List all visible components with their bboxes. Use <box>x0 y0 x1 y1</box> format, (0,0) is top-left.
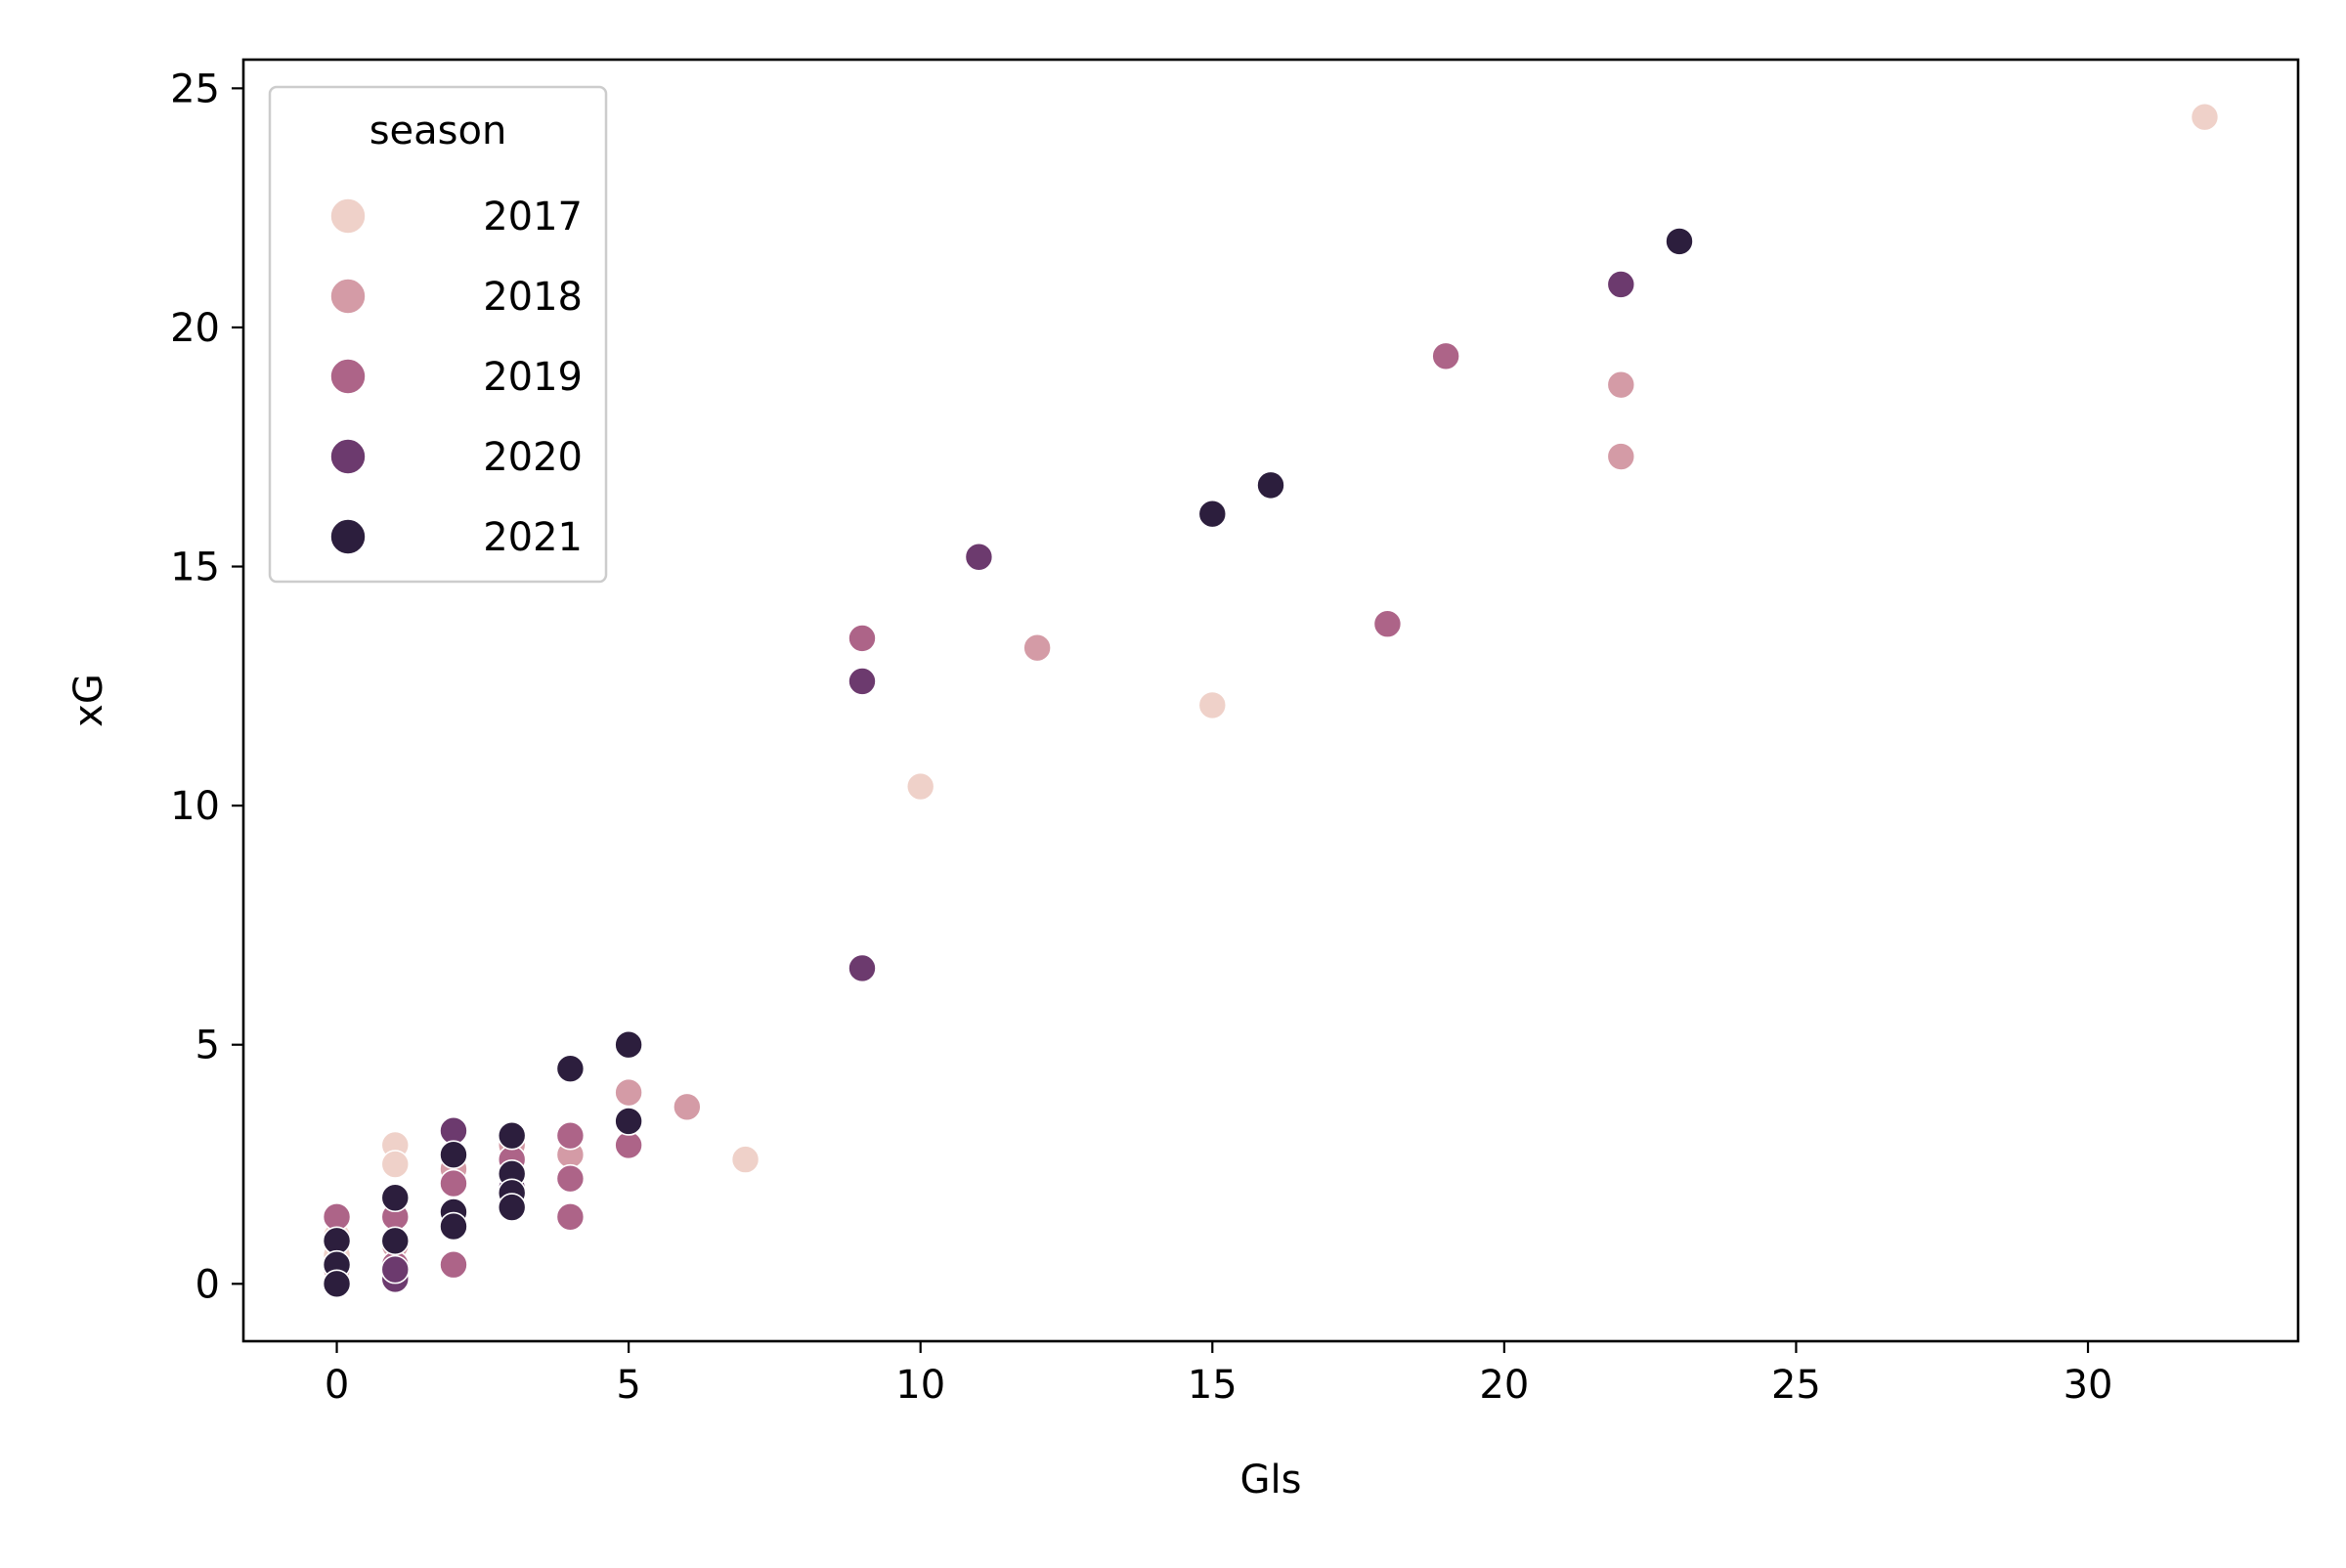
data-point-2019 <box>847 624 877 653</box>
x-tick-label: 10 <box>895 1363 945 1408</box>
data-point-2021 <box>497 1193 527 1222</box>
legend-label-2018: 2018 <box>483 275 583 320</box>
data-point-2019 <box>1431 341 1460 371</box>
legend: season 2017 2018 2019 2020 2021 <box>268 85 608 584</box>
data-point-2020 <box>380 1254 411 1285</box>
data-point-2021 <box>439 1211 468 1241</box>
data-point-2020 <box>847 953 877 983</box>
data-point-2018 <box>614 1077 643 1108</box>
data-point-2018 <box>1606 442 1636 471</box>
legend-marker-2020 <box>329 438 367 475</box>
data-point-2019 <box>439 1168 468 1198</box>
y-tick-label: 25 <box>170 66 220 111</box>
data-point-2021 <box>1256 470 1285 501</box>
data-point-2021 <box>439 1140 468 1170</box>
x-tick-label: 5 <box>616 1363 640 1408</box>
y-tick-label: 0 <box>196 1262 220 1307</box>
y-tick-label: 20 <box>170 306 220 351</box>
legend-marker-2018 <box>329 278 367 315</box>
data-point-2018 <box>673 1092 702 1122</box>
data-point-2021 <box>555 1054 586 1083</box>
legend-marker-2021 <box>329 518 367 555</box>
legend-marker-2019 <box>329 358 367 395</box>
legend-box <box>268 85 608 584</box>
legend-label-2021: 2021 <box>483 515 583 560</box>
plot-area-frame <box>241 58 2300 1343</box>
data-point-2021 <box>614 1107 643 1136</box>
x-tick-label: 0 <box>325 1363 349 1408</box>
x-tick-label: 20 <box>1479 1363 1529 1408</box>
data-point-2020 <box>847 667 877 696</box>
data-point-2021 <box>322 1269 352 1299</box>
data-point-2020 <box>1606 270 1636 299</box>
data-point-2017 <box>905 771 935 802</box>
data-point-2018 <box>1606 370 1636 400</box>
y-tick-label: 15 <box>170 545 220 590</box>
data-point-2018 <box>1022 632 1052 663</box>
data-point-2017 <box>380 1150 411 1179</box>
data-point-2021 <box>497 1120 527 1151</box>
x-tick-label: 15 <box>1188 1363 1238 1408</box>
x-tick-label: 30 <box>2064 1363 2113 1408</box>
data-point-2019 <box>555 1120 586 1151</box>
legend-label-2020: 2020 <box>483 435 583 480</box>
x-axis-label: Gls <box>1240 1458 1302 1503</box>
y-tick-label: 5 <box>196 1024 220 1068</box>
data-point-2019 <box>555 1202 586 1232</box>
data-point-2021 <box>1665 227 1694 256</box>
data-point-2021 <box>614 1029 643 1060</box>
data-point-2021 <box>380 1183 411 1213</box>
data-point-2019 <box>1372 609 1403 639</box>
legend-label-2019: 2019 <box>483 355 583 400</box>
y-axis-label: xG <box>66 674 111 727</box>
x-tick-label: 25 <box>1771 1363 1821 1408</box>
data-point-2021 <box>1197 499 1228 529</box>
data-point-2017 <box>730 1145 760 1174</box>
data-point-2017 <box>1197 690 1228 720</box>
data-point-2017 <box>2190 102 2220 132</box>
y-tick-label: 10 <box>170 784 220 829</box>
data-point-2019 <box>555 1163 586 1194</box>
data-point-2021 <box>380 1226 411 1256</box>
legend-title: season <box>369 109 507 153</box>
legend-marker-2017 <box>329 197 367 235</box>
legend-label-2017: 2017 <box>483 195 583 240</box>
data-point-2019 <box>439 1249 468 1280</box>
data-point-2020 <box>964 542 994 572</box>
